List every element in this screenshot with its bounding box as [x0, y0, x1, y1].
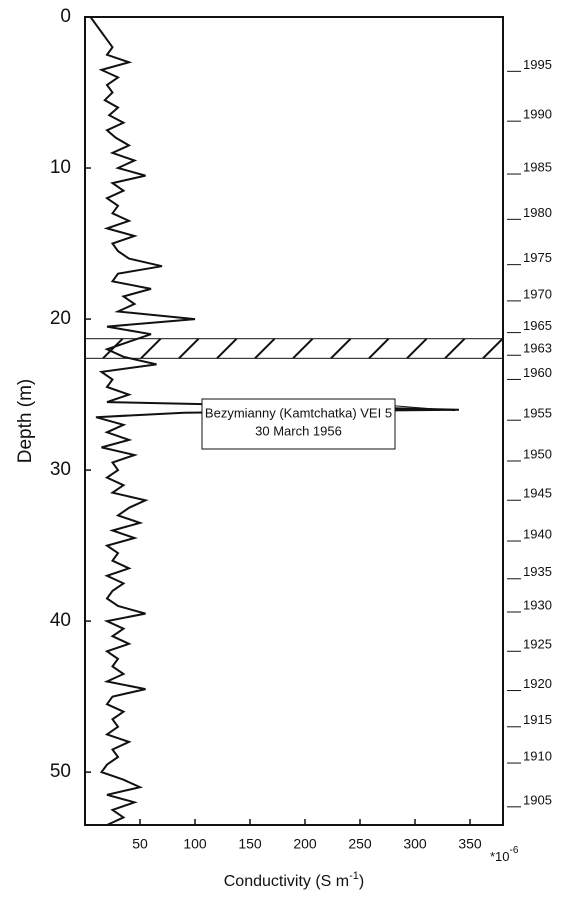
y2-tick-label: 1975: [523, 250, 552, 265]
x-tick-label: 300: [403, 836, 427, 852]
y-tick-label: 30: [50, 459, 71, 480]
y2-tick-label: 1905: [523, 792, 552, 807]
x-label-sup: -1: [349, 870, 359, 882]
y-tick-label: 0: [60, 6, 71, 27]
hatch-line: [368, 337, 390, 360]
hatch-line: [330, 337, 352, 360]
y2-tick-label: 1995: [523, 57, 552, 72]
hatch-line: [406, 337, 428, 360]
y-tick-label: 50: [50, 761, 71, 782]
hatch-line: [102, 337, 124, 360]
y2-tick-label: 1935: [523, 564, 552, 579]
plot-frame: [84, 16, 504, 826]
y2-tick-label: 1920: [523, 676, 552, 691]
y2-tick-label: 1930: [523, 597, 552, 612]
hatch-line: [444, 337, 466, 360]
y-tick-label: 20: [50, 308, 71, 329]
x-label-end: ): [359, 873, 364, 890]
y2-tick-label: 1955: [523, 406, 552, 421]
annotation-box: [201, 398, 396, 450]
line: [89, 16, 460, 826]
y2-tick-label: 1965: [523, 318, 552, 333]
y2-tick-label: 1950: [523, 446, 552, 461]
x-tick-label: 50: [132, 836, 148, 852]
y2-tick-label: 1915: [523, 712, 552, 727]
x-label-main: Conductivity (S m: [224, 873, 349, 890]
annotation-text: Bezymianny (Kamtchatka) VEI 5: [205, 405, 392, 420]
band: [84, 338, 504, 359]
y2-tick-label: 1990: [523, 107, 552, 122]
y-tick-label: 40: [50, 610, 71, 631]
annotation-text: 30 March 1956: [255, 423, 342, 438]
y2-tick-label: 1970: [523, 286, 552, 301]
hatch: [85, 337, 503, 360]
y-tick-label: 10: [50, 157, 71, 178]
mult-base: *10: [490, 849, 510, 864]
hatch-line: [292, 337, 314, 360]
x-tick-label: 100: [183, 836, 207, 852]
hatch-line: [482, 337, 503, 360]
x-axis-label: Conductivity (S m-1): [224, 870, 364, 890]
x-tick-label: 200: [293, 836, 317, 852]
y2-tick-label: 1963: [523, 341, 552, 356]
hatch-line: [140, 337, 162, 360]
y2-tick-label: 1985: [523, 159, 552, 174]
x-tick-label: 250: [348, 836, 372, 852]
y2-tick-label: 1910: [523, 748, 552, 763]
hatch-line: [178, 337, 200, 360]
hatch-line: [254, 337, 276, 360]
y2-tick-label: 1980: [523, 205, 552, 220]
y2-tick-label: 1945: [523, 486, 552, 501]
x-multiplier: *10-6: [490, 845, 519, 865]
x-tick-label: 150: [238, 836, 262, 852]
mult-exp: -6: [510, 845, 519, 856]
x-tick-label: 350: [458, 836, 482, 852]
y-axis-label: Depth (m): [15, 379, 36, 463]
y2-tick-label: 1960: [523, 365, 552, 380]
y2-tick-label: 1940: [523, 526, 552, 541]
y2-tick-label: 1925: [523, 637, 552, 652]
hatch-line: [85, 339, 86, 340]
hatch-line: [216, 337, 238, 360]
